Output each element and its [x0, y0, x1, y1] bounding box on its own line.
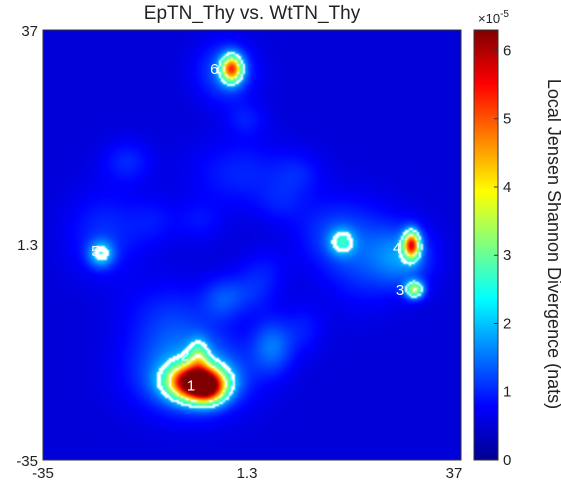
- colorbar-tick-label: 3: [503, 247, 511, 264]
- plot-frame: [42, 29, 462, 461]
- region-label-1: 1: [187, 377, 195, 394]
- colorbar-exponent-power: -5: [500, 9, 509, 20]
- colorbar-tick-label: 2: [503, 316, 511, 333]
- colorbar-tick-label: 5: [503, 111, 511, 128]
- x-tick-label-min: -35: [32, 465, 54, 482]
- y-tick-label-mid: 1.3: [17, 237, 38, 254]
- colorbar-tick-label: 0: [503, 452, 511, 469]
- region-label-4: 4: [393, 240, 401, 257]
- colorbar-exponent: ×10-5: [478, 9, 509, 26]
- colorbar: [473, 29, 499, 461]
- region-label-2: 2: [181, 348, 189, 365]
- y-tick-label-max: 37: [21, 23, 38, 40]
- region-label-5: 5: [91, 243, 99, 260]
- region-label-3: 3: [396, 282, 404, 299]
- region-labels: 1 2 3 4 5 6: [91, 61, 404, 394]
- colorbar-exponent-base: ×10: [478, 11, 500, 26]
- region-label-6: 6: [210, 61, 218, 78]
- colorbar-ticks: 0 1 2 3 4 5 6: [494, 43, 511, 469]
- x-tick-label-max: 37: [446, 465, 463, 482]
- colorbar-tick-label: 4: [503, 179, 511, 196]
- colorbar-tick-label: 1: [503, 384, 511, 401]
- heatmap-image: [43, 30, 461, 460]
- colorbar-label: Local Jensen Shannon Divergence (nats): [544, 79, 561, 409]
- chart-title: EpTN_Thy vs. WtTN_Thy: [144, 3, 361, 24]
- x-tick-label-mid: 1.3: [237, 465, 258, 482]
- y-tick-label-min: -35: [16, 453, 38, 470]
- colorbar-tick-label: 6: [503, 43, 511, 60]
